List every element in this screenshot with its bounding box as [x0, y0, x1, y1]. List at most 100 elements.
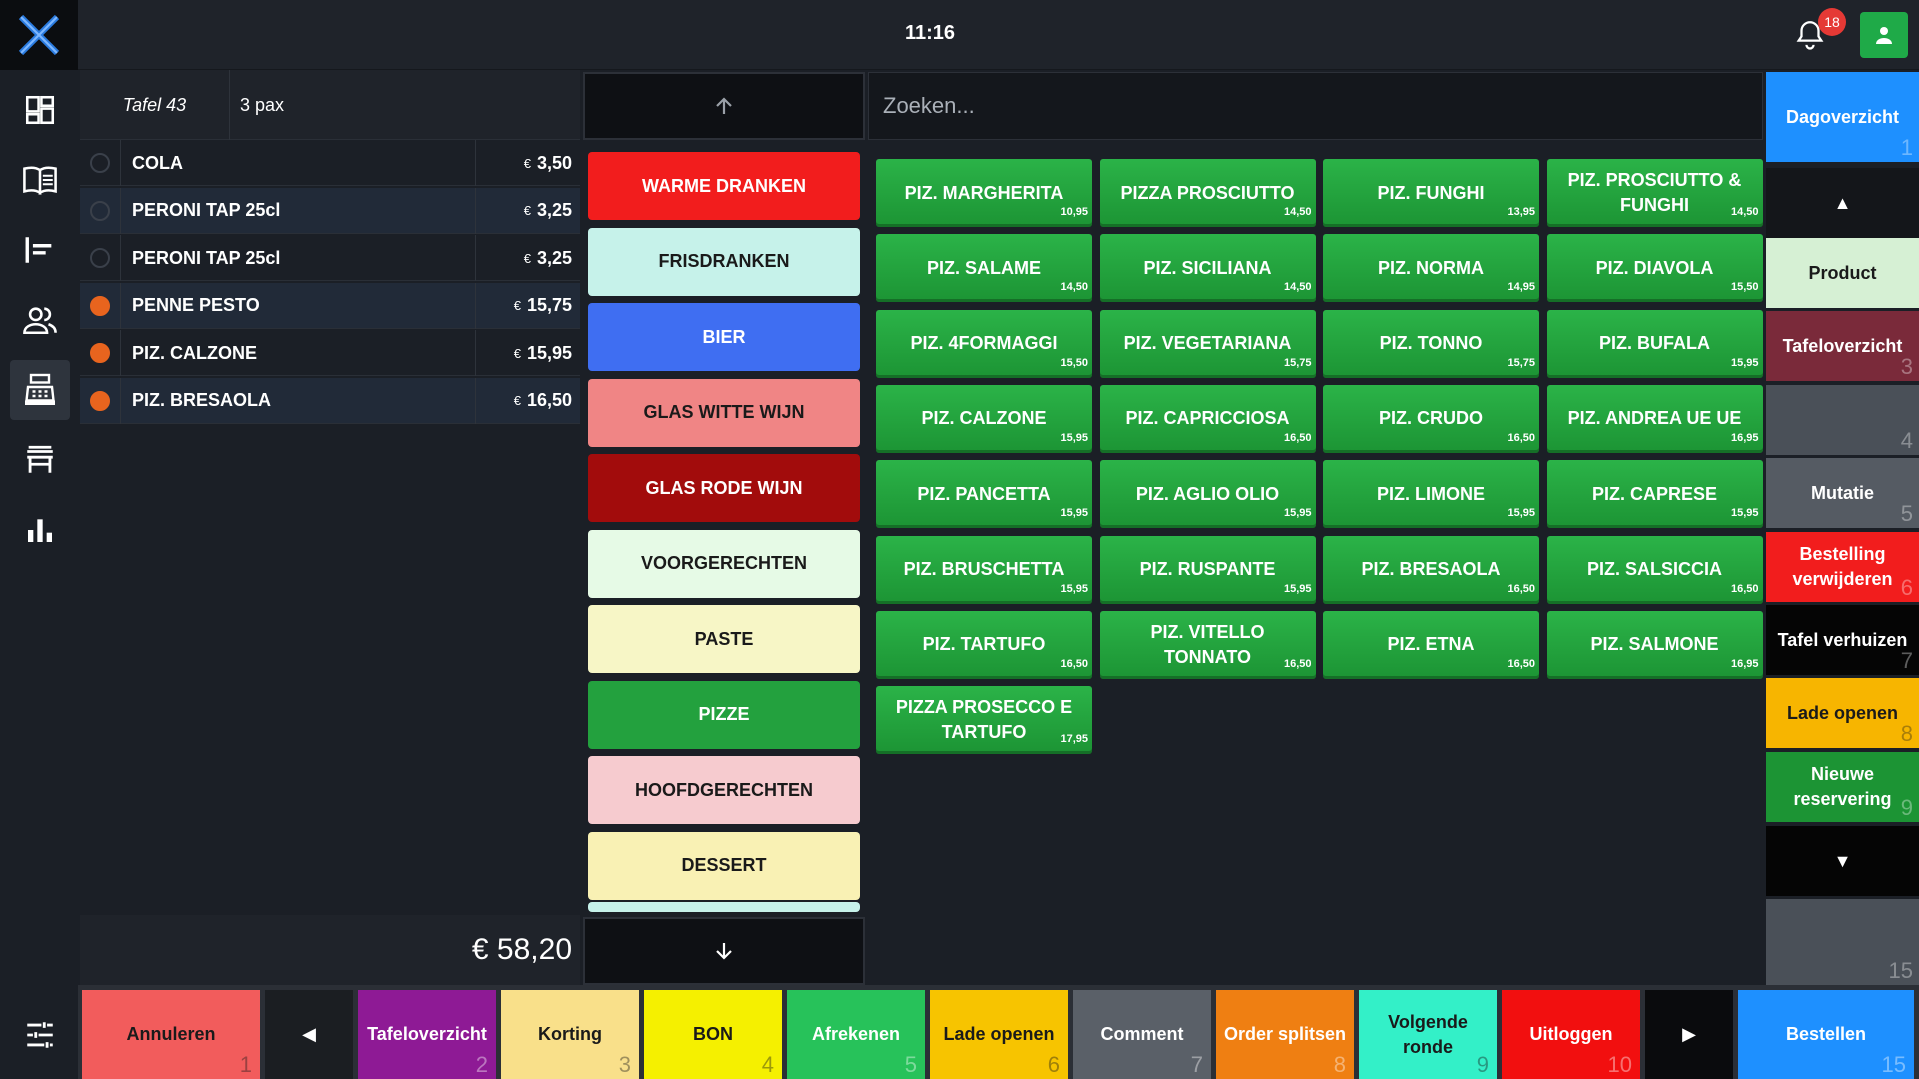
right-action-button[interactable]: Bestelling verwijderen 6: [1766, 532, 1919, 602]
status-dot-icon[interactable]: [90, 248, 110, 268]
product-button[interactable]: PIZ. AGLIO OLIO 15,95: [1099, 460, 1316, 529]
category-button[interactable]: PASTE: [588, 605, 860, 673]
product-button[interactable]: PIZ. SICILIANA 14,50: [1099, 234, 1316, 303]
category-button[interactable]: GLAS WITTE WIJN: [588, 378, 860, 447]
category-button[interactable]: HOOFDGERECHTEN: [588, 756, 860, 824]
product-button[interactable]: PIZ. VITELLO TONNATO 16,50: [1099, 610, 1316, 679]
product-button[interactable]: PIZ. NORMA 14,95: [1323, 234, 1539, 303]
right-action-button[interactable]: 15: [1766, 899, 1919, 985]
bottom-action-button[interactable]: Comment 7: [1073, 990, 1211, 1079]
notification-bell-icon[interactable]: [1793, 18, 1827, 52]
product-button[interactable]: PIZ. ETNA 16,50: [1323, 610, 1539, 679]
category-button[interactable]: DESSERT: [588, 831, 860, 900]
order-row[interactable]: PIZ. BRESAOLA €16,50: [80, 377, 580, 424]
bottom-action-label: Bestellen: [1785, 1024, 1867, 1044]
category-button[interactable]: VOORGERECHTEN: [588, 529, 860, 598]
product-button[interactable]: PIZ. VEGETARIANA 15,75: [1099, 309, 1316, 378]
product-button[interactable]: PIZ. 4FORMAGGI 15,50: [876, 309, 1092, 378]
right-action-button[interactable]: Mutatie 5: [1766, 458, 1919, 528]
right-action-button[interactable]: Tafeloverzicht 3: [1766, 311, 1919, 381]
sidebar-settings[interactable]: [10, 1005, 70, 1065]
bottom-action-button[interactable]: Tafeloverzicht 2: [358, 990, 496, 1079]
bottom-action-button[interactable]: ▶: [1645, 990, 1733, 1079]
category-button[interactable]: WARME DRANKEN: [588, 152, 860, 220]
pax-count[interactable]: 3 pax: [240, 94, 285, 115]
category-button[interactable]: PIZZE: [588, 680, 860, 749]
product-button[interactable]: PIZ. LIMONE 15,95: [1323, 460, 1539, 529]
sidebar-dashboard[interactable]: [10, 80, 70, 140]
order-row[interactable]: COLA €3,50: [80, 140, 580, 186]
logo[interactable]: [0, 0, 78, 70]
product-button[interactable]: PIZ. BRUSCHETTA 15,95: [876, 535, 1092, 604]
sidebar-orders[interactable]: [10, 220, 70, 280]
category-button[interactable]: BIER: [588, 303, 860, 371]
bottom-action-button[interactable]: Order splitsen 8: [1216, 990, 1354, 1079]
order-item-price-value: 3,25: [536, 247, 572, 268]
category-scroll-up-button[interactable]: [583, 72, 865, 140]
right-action-button[interactable]: Product: [1766, 238, 1919, 308]
table-name[interactable]: Tafel 43: [80, 70, 230, 140]
category-scroll-down-button[interactable]: [583, 917, 865, 985]
right-action-button[interactable]: ▲: [1766, 168, 1919, 238]
right-action-button[interactable]: Dagoverzicht 1: [1766, 72, 1919, 162]
status-dot-icon[interactable]: [90, 390, 110, 411]
bottom-action-button[interactable]: ◀: [265, 990, 353, 1079]
product-button[interactable]: PIZ. CAPRESE 15,95: [1546, 460, 1763, 529]
order-item-price: €15,75: [514, 283, 572, 329]
bottom-action-button[interactable]: Uitloggen 10: [1502, 990, 1640, 1079]
product-button[interactable]: PIZ. PANCETTA 15,95: [876, 460, 1092, 529]
status-dot-icon[interactable]: [90, 200, 110, 221]
product-button[interactable]: PIZZA PROSECCO E TARTUFO 17,95: [876, 686, 1092, 755]
bottom-action-button[interactable]: Lade openen 6: [930, 990, 1068, 1079]
product-button[interactable]: PIZ. BRESAOLA 16,50: [1323, 535, 1539, 604]
bottom-action-label: ◀: [302, 1024, 316, 1044]
product-button[interactable]: PIZ. CRUDO 16,50: [1323, 384, 1539, 453]
search-input[interactable]: Zoeken...: [868, 72, 1763, 140]
order-row[interactable]: PERONI TAP 25cl €3,25: [80, 187, 580, 234]
right-action-button[interactable]: Nieuwe reservering 9: [1766, 752, 1919, 822]
product-button[interactable]: PIZ. SALMONE 16,95: [1546, 610, 1763, 679]
order-row[interactable]: PENNE PESTO €15,75: [80, 282, 580, 329]
bottom-action-button[interactable]: Volgende ronde 9: [1359, 990, 1497, 1079]
status-dot-icon[interactable]: [90, 295, 110, 316]
product-button[interactable]: PIZZA PROSCIUTTO 14,50: [1099, 159, 1316, 227]
product-button[interactable]: PIZ. MARGHERITA 10,95: [876, 159, 1092, 227]
right-action-button[interactable]: ▼: [1766, 826, 1919, 896]
sidebar-customers[interactable]: [10, 290, 70, 350]
bottom-action-button[interactable]: BON 4: [644, 990, 782, 1079]
sidebar-menu[interactable]: [10, 150, 70, 210]
product-button[interactable]: PIZ. SALAME 14,50: [876, 234, 1092, 303]
order-row[interactable]: PERONI TAP 25cl €3,25: [80, 235, 580, 281]
right-action-button[interactable]: Tafel verhuizen 7: [1766, 605, 1919, 675]
product-button[interactable]: PIZ. TONNO 15,75: [1323, 309, 1539, 378]
product-button[interactable]: PIZ. FUNGHI 13,95: [1323, 159, 1539, 227]
product-button[interactable]: PIZ. BUFALA 15,95: [1546, 309, 1763, 378]
category-button[interactable]: GLAS RODE WIJN: [588, 454, 860, 522]
product-button[interactable]: PIZ. TARTUFO 16,50: [876, 610, 1092, 679]
product-button[interactable]: PIZ. SALSICCIA 16,50: [1546, 535, 1763, 604]
bottom-action-button[interactable]: Bestellen 15: [1738, 990, 1914, 1079]
product-name: PIZ. PANCETTA: [917, 483, 1051, 504]
order-row[interactable]: PIZ. CALZONE €15,95: [80, 330, 580, 376]
product-button[interactable]: PIZ. CALZONE 15,95: [876, 384, 1092, 453]
category-button[interactable]: FRISDRANKEN: [588, 227, 860, 296]
bottom-action-button[interactable]: Korting 3: [501, 990, 639, 1079]
status-dot-icon[interactable]: [90, 343, 110, 363]
sidebar-reports[interactable]: [10, 500, 70, 560]
product-name: PIZ. FUNGHI: [1377, 182, 1485, 203]
product-button[interactable]: PIZ. DIAVOLA 15,50: [1546, 234, 1763, 303]
sidebar-register[interactable]: [10, 360, 70, 420]
user-button[interactable]: [1860, 12, 1908, 58]
product-button[interactable]: PIZ. PROSCIUTTO & FUNGHI 14,50: [1546, 159, 1763, 227]
product-button[interactable]: PIZ. ANDREA UE UE 16,95: [1546, 384, 1763, 453]
product-price: 16,50: [1507, 657, 1535, 670]
product-name: PIZ. VEGETARIANA: [1123, 333, 1292, 354]
product-button[interactable]: PIZ. RUSPANTE 15,95: [1099, 535, 1316, 604]
status-dot-icon[interactable]: [90, 153, 110, 173]
right-action-button[interactable]: Lade openen 8: [1766, 678, 1919, 748]
product-button[interactable]: PIZ. CAPRICCIOSA 16,50: [1099, 384, 1316, 453]
bottom-action-button[interactable]: Annuleren 1: [82, 990, 260, 1079]
bottom-action-button[interactable]: Afrekenen 5: [787, 990, 925, 1079]
sidebar-tables[interactable]: [10, 430, 70, 490]
right-action-button[interactable]: 4: [1766, 385, 1919, 455]
